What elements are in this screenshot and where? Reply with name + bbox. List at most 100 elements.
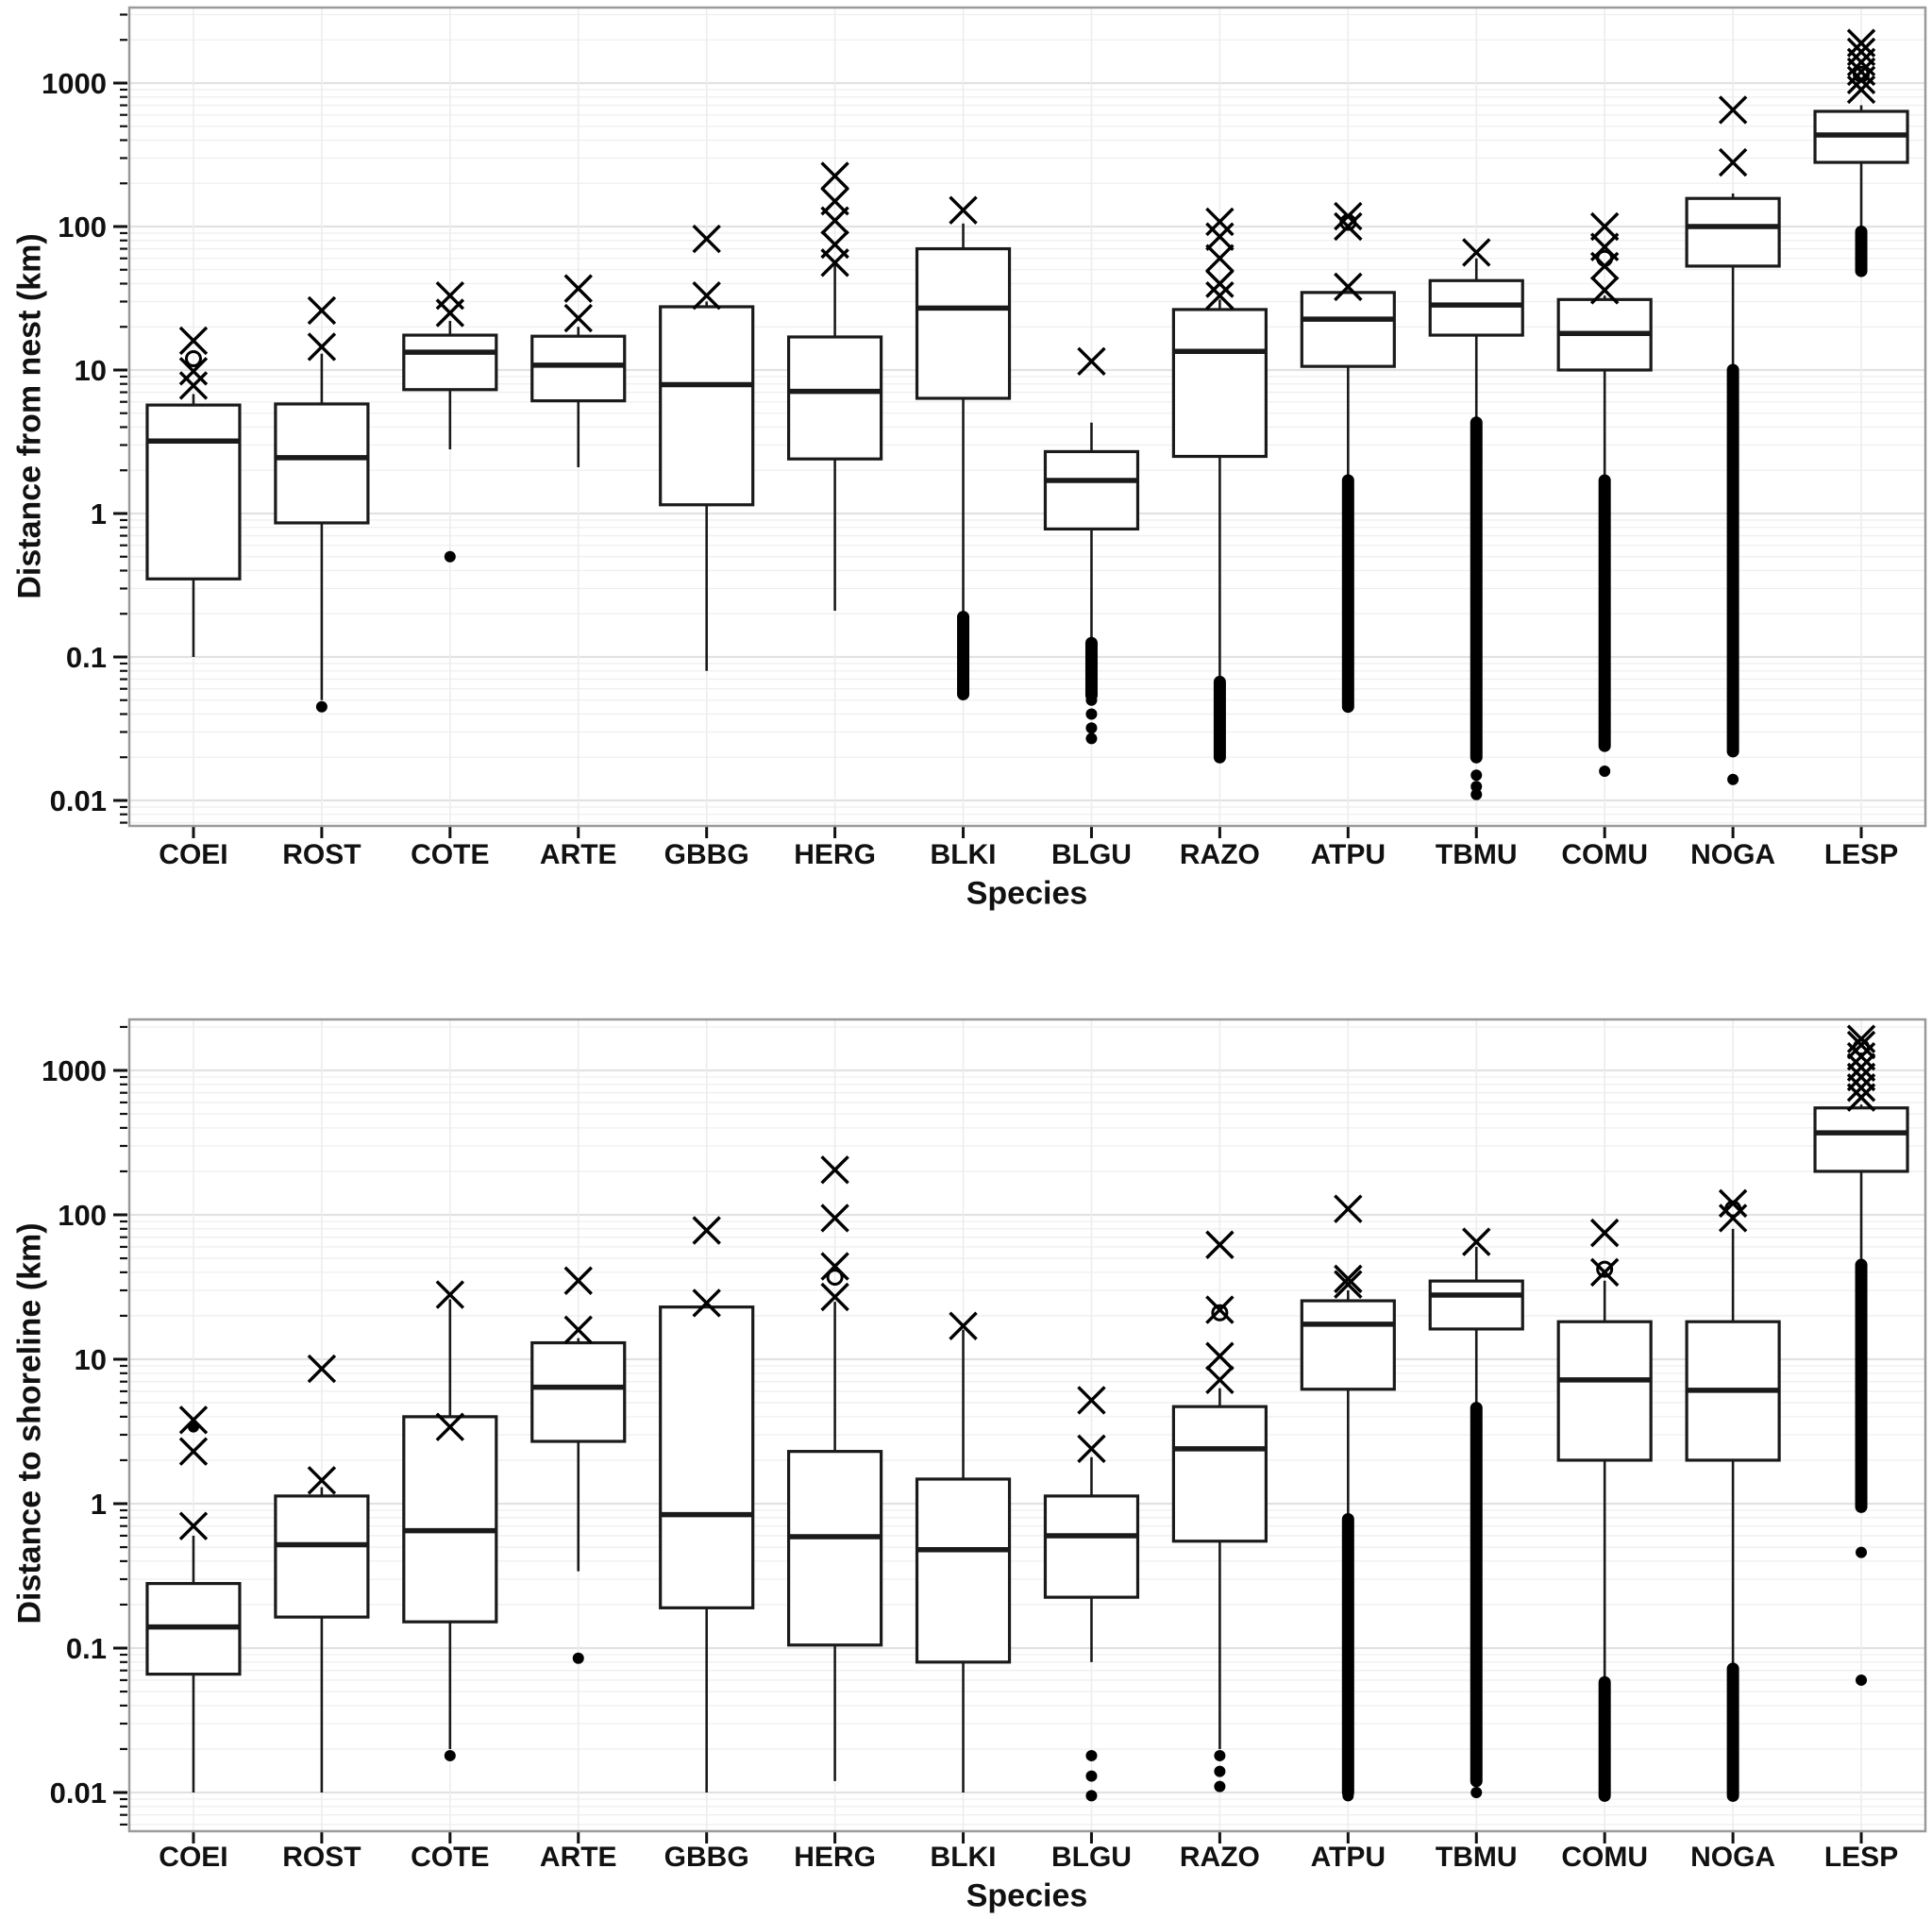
boxplot-atpu-nest: [1300, 201, 1396, 714]
x-tick-label-herg: HERG: [794, 1842, 876, 1873]
outlier-dot: [1085, 1770, 1098, 1782]
x-tick-label-cote: COTE: [411, 839, 489, 870]
outlier-x: [1077, 1434, 1106, 1464]
boxplot-arte-nest: [530, 274, 627, 468]
outlier-x: [1718, 1188, 1748, 1219]
x-tick-label-blki: BLKI: [931, 839, 997, 870]
outlier-x: [692, 280, 721, 311]
outlier-x: [1205, 222, 1235, 251]
iqr-box: [1171, 308, 1268, 459]
iqr-box: [1428, 278, 1524, 337]
outlier-x: [563, 1315, 593, 1344]
iqr-box: [274, 1494, 370, 1619]
iqr-box: [915, 246, 1012, 400]
outlier-x: [1718, 1204, 1748, 1233]
y-tick-label: 10: [75, 354, 107, 387]
boxplot-noga-shoreline: [1685, 1188, 1781, 1802]
x-axis-title-bottom: Species: [966, 1877, 1088, 1914]
boxplot-cote-shoreline: [402, 1280, 498, 1761]
outlier-x: [820, 1282, 849, 1312]
iqr-box: [659, 305, 755, 507]
outlier-x: [1718, 147, 1748, 177]
boxplot-blki-nest: [915, 195, 1012, 700]
x-tick-label-blgu: BLGU: [1051, 839, 1132, 870]
outlier-x: [1334, 272, 1363, 302]
iqr-box: [1300, 1299, 1396, 1391]
y-tick-label: 100: [58, 210, 107, 244]
x-tick-label-herg: HERG: [794, 839, 876, 870]
outlier-x: [1205, 207, 1235, 237]
outlier-x: [1589, 1257, 1620, 1288]
outlier-x: [820, 229, 849, 260]
x-tick-label-cote: COTE: [411, 1842, 489, 1873]
y-axis-title-bottom: Distance to shoreline (km): [11, 1222, 48, 1624]
outlier-x: [820, 187, 849, 216]
y-tick-label: 0.1: [66, 641, 107, 674]
outlier-dot: [572, 1652, 584, 1664]
iqr-box: [1300, 291, 1396, 368]
iqr-box: [402, 1415, 498, 1624]
boxplot-blgu-nest: [1043, 346, 1140, 745]
outlier-x: [435, 1412, 465, 1441]
x-tick-label-coei: COEI: [159, 1842, 227, 1873]
boxplot-gbbg-shoreline: [659, 1216, 755, 1793]
outlier-dot: [1856, 1546, 1868, 1558]
outlier-x: [1334, 1264, 1363, 1294]
iqr-box: [1043, 449, 1140, 531]
iqr-box: [402, 333, 498, 392]
outlier-x: [1846, 1083, 1876, 1112]
outlier-circle: [1596, 1260, 1614, 1278]
iqr-box: [1171, 1405, 1268, 1543]
x-tick-label-blgu: BLGU: [1051, 1842, 1132, 1873]
iqr-box: [1813, 1106, 1909, 1173]
boxplot-rost-nest: [274, 295, 370, 713]
outlier-x: [307, 332, 337, 362]
outlier-dot: [1085, 694, 1098, 706]
outlier-dot: [1470, 769, 1483, 782]
outlier-circle: [1853, 1038, 1871, 1056]
x-tick-label-lesp: LESP: [1824, 1842, 1898, 1873]
iqr-box: [1043, 1494, 1140, 1599]
x-tick-label-atpu: ATPU: [1311, 1842, 1386, 1873]
boxplot-lesp-shoreline: [1813, 1024, 1909, 1686]
panel-shoreline: COEI ROST COTE ARTE GBBG HERG BLKI BLGU RAZO ATPU…: [42, 1018, 1927, 1873]
outlier-x: [1334, 211, 1363, 242]
outlier-dot: [444, 1749, 456, 1761]
outlier-x: [1205, 1365, 1235, 1395]
outlier-x: [435, 1280, 465, 1309]
outlier-dot: [1470, 781, 1483, 793]
outlier-x: [1462, 1227, 1491, 1256]
outlier-x: [178, 357, 209, 386]
outlier-x: [820, 1204, 849, 1233]
outlier-x: [1846, 1062, 1876, 1092]
outlier-circle: [1339, 213, 1357, 231]
outlier-x: [307, 295, 337, 326]
boxplot-coei-shoreline: [145, 1406, 242, 1793]
panel-border: [127, 6, 1927, 828]
outlier-x: [1205, 269, 1235, 298]
x-tick-label-atpu: ATPU: [1311, 839, 1386, 870]
y-tick-label: 0.01: [50, 1776, 107, 1810]
boxplot-lesp-nest: [1813, 28, 1909, 278]
outlier-dot: [1599, 765, 1611, 777]
outlier-x: [1589, 1218, 1620, 1248]
outlier-x: [1334, 1270, 1363, 1299]
y-tick-label: 1: [91, 497, 107, 530]
x-tick-label-noga: NOGA: [1690, 839, 1775, 870]
outlier-x: [307, 1466, 337, 1495]
outlier-x: [1077, 346, 1106, 376]
panel-border: [127, 1018, 1927, 1833]
boxplot-razo-shoreline: [1171, 1230, 1268, 1793]
outlier-x: [820, 1155, 849, 1185]
boxplot-blgu-shoreline: [1043, 1386, 1140, 1802]
outlier-x: [1205, 1230, 1235, 1259]
iqr-box: [1428, 1279, 1524, 1331]
boxplot-tbmu-nest: [1428, 238, 1524, 800]
boxplot-blki-shoreline: [915, 1311, 1012, 1793]
panel-nest: COEI ROST COTE ARTE GBBG HERG BLKI BLGU RAZO ATPU…: [42, 6, 1927, 870]
outlier-x: [1205, 1295, 1235, 1324]
outlier-x: [1205, 1341, 1235, 1371]
outlier-dot: [1214, 1780, 1226, 1793]
